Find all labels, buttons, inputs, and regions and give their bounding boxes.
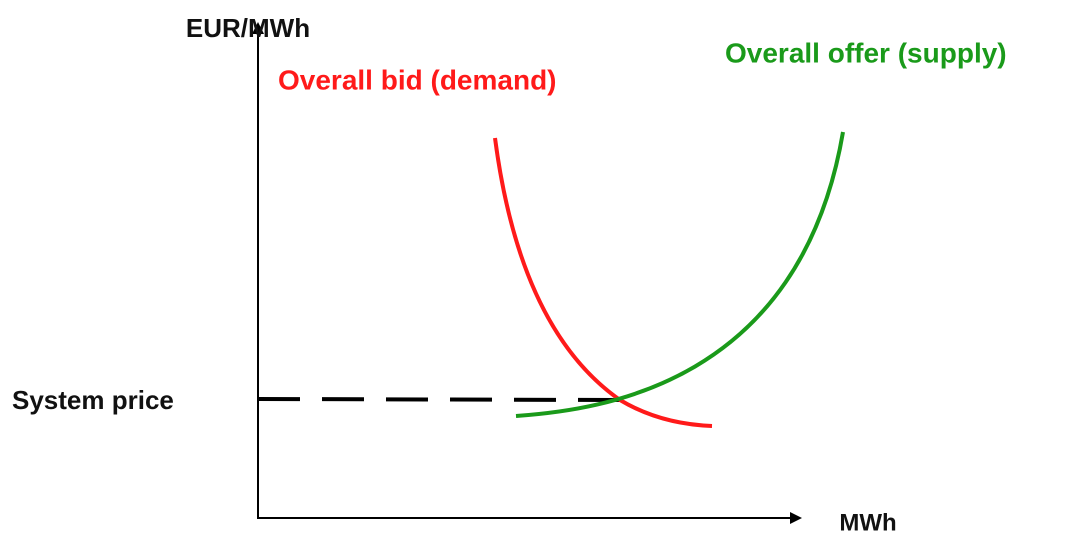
supply-label: Overall offer (supply) — [725, 37, 1007, 68]
system-price-label: System price — [12, 385, 174, 415]
x-axis-label: MWh — [839, 509, 896, 536]
demand-label: Overall bid (demand) — [278, 64, 557, 95]
system-price-line — [257, 397, 621, 402]
supply-curve — [515, 131, 845, 418]
demand-curve — [493, 137, 713, 428]
y-axis-label: EUR/MWh — [186, 13, 310, 43]
